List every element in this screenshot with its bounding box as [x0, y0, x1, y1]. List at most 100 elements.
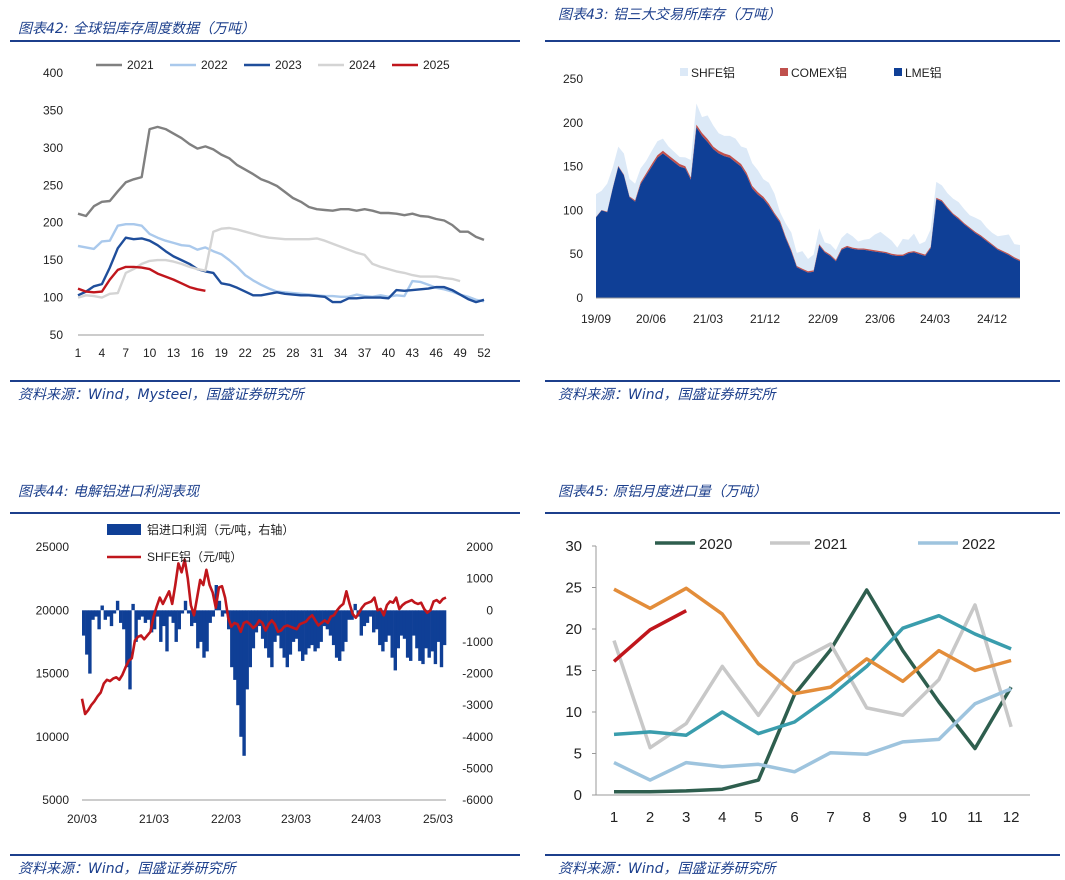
c44-bar [368, 610, 373, 617]
c42-x-tick-label: 1 [75, 346, 82, 360]
c44-left-tick-label: 25000 [36, 540, 70, 554]
c45-x-tick-label: 11 [967, 809, 983, 826]
c43-legend-swatch-0 [680, 68, 688, 76]
c45-series-2025 [612, 609, 688, 663]
c44-bar [282, 610, 286, 658]
c44-bar [390, 610, 394, 658]
c44-bar [430, 610, 434, 652]
c44-x-tick-label: 24/03 [351, 812, 381, 826]
c44-bar [359, 610, 363, 636]
c42-x-tick-label: 16 [191, 346, 205, 360]
c44-bar [119, 610, 123, 623]
c45-series-2021 [612, 603, 1013, 750]
c44-bar [427, 610, 431, 658]
c44-bar [186, 610, 191, 614]
c44-x-tick-label: 20/03 [67, 812, 97, 826]
c44-bar [103, 610, 107, 620]
c44-bar [106, 610, 111, 617]
c44-bar [402, 610, 407, 639]
c45-x-tick-label: 8 [863, 809, 871, 826]
c44-bar [85, 610, 89, 655]
chart44-source: 资料来源：Wind，国盛证券研究所 [18, 861, 236, 877]
c44-bar [424, 610, 428, 649]
c44-bar [168, 610, 172, 617]
chart45-title: 图表45: 原铝月度进口量（万吨） [558, 484, 767, 500]
c44-bar [236, 610, 240, 706]
c44-bar [122, 610, 126, 630]
c44-bar [146, 610, 151, 620]
c42-series-2025 [77, 265, 206, 294]
c42-x-tick-label: 22 [238, 346, 252, 360]
c45-x-tick-label: 7 [826, 809, 834, 826]
c42-legend-label-2024: 2024 [349, 58, 376, 72]
c43-legend-swatch-1 [780, 68, 788, 76]
chart45-source: 资料来源：Wind，国盛证券研究所 [558, 861, 776, 877]
c44-bar [248, 610, 252, 668]
c42-y-tick-label: 50 [50, 328, 64, 342]
c44-bar [316, 610, 320, 649]
c44-bar [297, 610, 302, 652]
c44-bar [387, 610, 391, 636]
c44-legend-label-bar: 铝进口利润（元/吨，右轴） [147, 522, 294, 537]
c42-y-tick-label: 400 [43, 66, 63, 80]
c43-y-tick-label: 150 [563, 160, 583, 174]
c44-bar [217, 600, 222, 611]
chart44-title: 图表44: 电解铝进口利润表现 [18, 484, 199, 500]
c44-bar [205, 610, 209, 652]
c44-bar [288, 610, 293, 655]
c45-y-tick-label: 30 [565, 538, 582, 555]
c45-x-tick-label: 3 [682, 809, 690, 826]
c43-x-tick-label: 21/03 [693, 312, 723, 326]
c44-bar [334, 610, 339, 658]
c45-x-tick-label: 10 [931, 809, 948, 826]
c44-bar [230, 610, 234, 668]
c44-bar [322, 610, 326, 627]
c44-bar [405, 610, 410, 658]
c42-series-2024 [77, 226, 461, 299]
c42-x-tick-label: 37 [358, 346, 372, 360]
c44-bar [418, 610, 422, 661]
c44-right-tick-label: -4000 [462, 730, 493, 744]
chart44-bottom-rule [10, 854, 520, 856]
c43-legend-label-1: COMEX铝 [791, 65, 847, 80]
c44-bar [396, 610, 400, 649]
c44-left-tick-label: 20000 [36, 603, 70, 617]
c44-bar [372, 610, 376, 633]
c44-bar [220, 610, 225, 617]
c44-bar [384, 610, 388, 642]
c44-bar [319, 610, 323, 642]
c44-bar [100, 605, 104, 611]
c42-y-tick-label: 150 [43, 253, 63, 267]
c44-bar [131, 603, 135, 611]
c44-bar [393, 610, 397, 671]
c42-x-tick-label: 7 [122, 346, 129, 360]
c43-y-tick-label: 50 [570, 247, 584, 261]
c44-bar [140, 610, 144, 617]
c44-bar [82, 610, 86, 636]
c42-x-tick-label: 28 [286, 346, 300, 360]
c45-y-tick-label: 10 [565, 704, 582, 721]
c44-bar [91, 610, 95, 620]
c44-bar [291, 610, 296, 642]
c45-x-tick-label: 1 [610, 809, 618, 826]
c44-bar [270, 610, 274, 668]
c44-bar [378, 610, 382, 646]
c43-x-tick-label: 24/03 [920, 312, 950, 326]
c44-right-tick-label: 0 [486, 603, 493, 617]
c44-bar [174, 610, 178, 642]
chart45-bottom-rule [545, 854, 1060, 856]
c44-bar [199, 610, 203, 642]
c44-legend-swatch-bar [107, 524, 141, 535]
chart42-source: 资料来源：Wind，Mysteel，国盛证券研究所 [18, 387, 304, 403]
c44-series-shfe [80, 558, 447, 716]
c42-y-tick-label: 250 [43, 178, 63, 192]
c43-area-lme [596, 127, 1020, 298]
c44-bar [190, 610, 194, 627]
c45-y-tick-label: 5 [574, 746, 582, 763]
c42-x-tick-label: 34 [334, 346, 348, 360]
c44-bar [152, 610, 157, 630]
c45-x-tick-label: 6 [790, 809, 798, 826]
chart43-top-rule [545, 40, 1060, 42]
c44-x-tick-label: 23/03 [281, 812, 311, 826]
c44-bar [183, 600, 188, 611]
